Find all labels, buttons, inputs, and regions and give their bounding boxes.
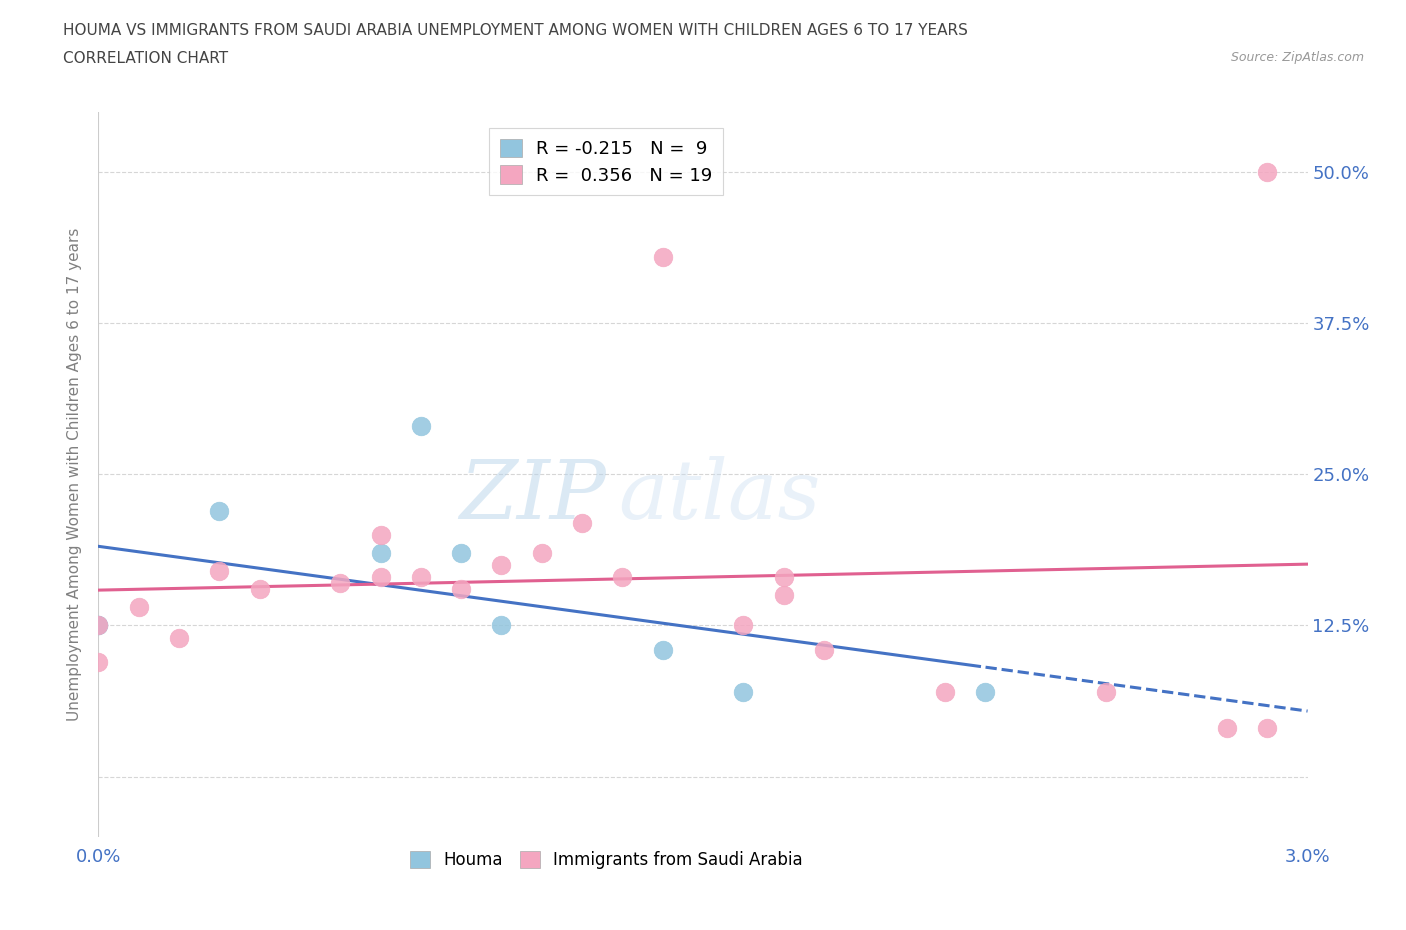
Point (370, 545, 392, 560)
Y-axis label: Unemployment Among Women with Children Ages 6 to 17 years: Unemployment Among Women with Children A… (67, 228, 83, 721)
Point (651, 249, 673, 264)
Point (208, 564, 231, 578)
Text: Source: ZipAtlas.com: Source: ZipAtlas.com (1230, 51, 1364, 64)
Text: HOUMA VS IMMIGRANTS FROM SAUDI ARABIA UNEMPLOYMENT AMONG WOMEN WITH CHILDREN AGE: HOUMA VS IMMIGRANTS FROM SAUDI ARABIA UN… (63, 23, 969, 38)
Point (249, 582, 271, 597)
Point (409, 418, 432, 433)
Point (370, 527, 392, 542)
Point (370, 569, 392, 585)
Point (1256, 721, 1278, 736)
Point (491, 618, 513, 633)
Point (733, 618, 755, 633)
Point (651, 643, 673, 658)
Point (1216, 721, 1239, 736)
Point (450, 545, 472, 560)
Point (1095, 684, 1118, 699)
Point (128, 600, 150, 615)
Point (571, 515, 593, 530)
Point (208, 503, 231, 518)
Point (329, 576, 352, 591)
Point (772, 569, 794, 585)
Point (974, 684, 997, 699)
Text: CORRELATION CHART: CORRELATION CHART (63, 51, 228, 66)
Point (450, 582, 472, 597)
Point (167, 631, 190, 645)
Point (409, 569, 432, 585)
Text: ZIP: ZIP (460, 456, 606, 536)
Point (733, 684, 755, 699)
Point (491, 558, 513, 573)
Point (530, 545, 553, 560)
Point (934, 684, 956, 699)
Point (612, 569, 634, 585)
Point (87, 618, 110, 633)
Point (1256, 165, 1278, 179)
Point (87, 655, 110, 670)
Text: atlas: atlas (619, 456, 821, 536)
Point (772, 588, 794, 603)
Point (87, 618, 110, 633)
Point (87, 618, 110, 633)
Point (813, 643, 835, 658)
Legend: Houma, Immigrants from Saudi Arabia: Houma, Immigrants from Saudi Arabia (404, 844, 810, 876)
